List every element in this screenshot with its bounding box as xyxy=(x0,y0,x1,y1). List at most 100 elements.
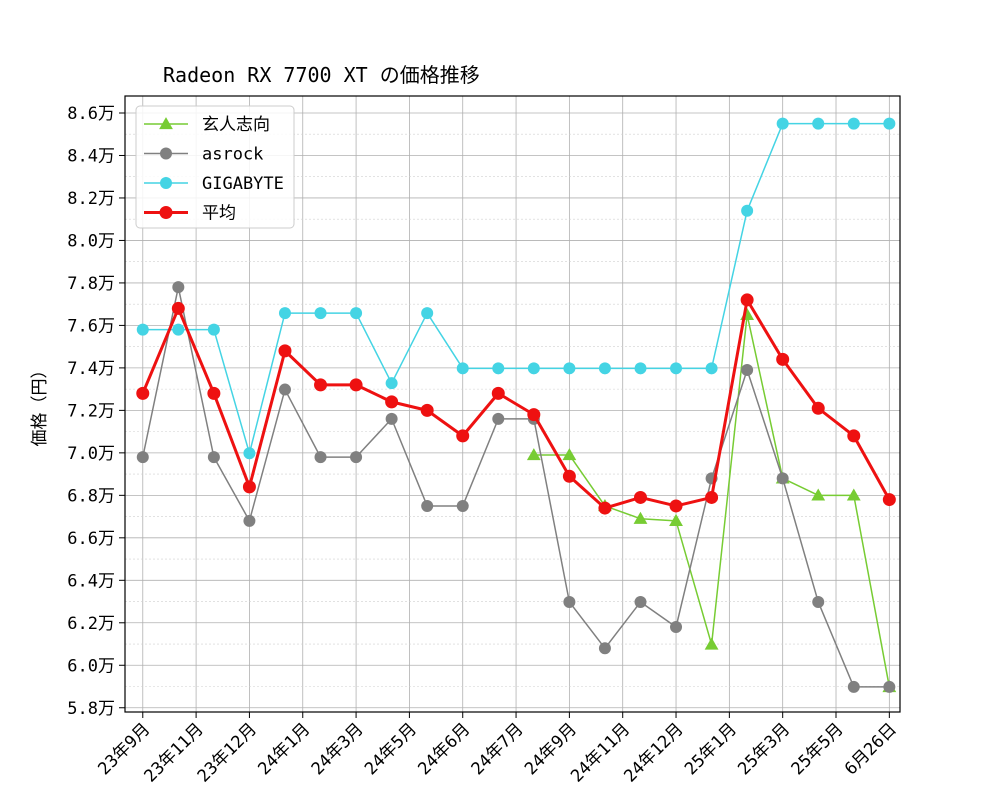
y-tick-label: 7.0万 xyxy=(67,444,115,464)
y-tick-label: 8.4万 xyxy=(67,146,115,166)
data-point xyxy=(811,488,826,501)
y-tick-label: 8.6万 xyxy=(67,104,115,124)
data-point xyxy=(278,383,291,396)
data-point xyxy=(420,403,434,417)
data-point xyxy=(421,307,434,320)
data-point xyxy=(527,362,540,375)
data-point xyxy=(812,117,825,130)
data-point xyxy=(563,362,576,375)
data-point xyxy=(634,595,647,608)
x-tick-label: 25年3月 xyxy=(734,719,794,779)
y-tick-label: 6.4万 xyxy=(67,571,115,591)
legend-label: 平均 xyxy=(202,204,236,224)
data-point xyxy=(705,490,719,504)
series-line xyxy=(142,286,890,688)
x-tick-label: 24年7月 xyxy=(468,719,528,779)
data-point xyxy=(136,323,149,336)
data-point xyxy=(669,499,683,513)
data-point xyxy=(314,451,327,464)
legend-label: asrock xyxy=(202,145,263,165)
data-point xyxy=(741,364,754,377)
data-point xyxy=(812,595,825,608)
data-point xyxy=(882,493,896,507)
data-point xyxy=(136,386,150,400)
data-point xyxy=(562,448,577,461)
y-tick-label: 8.0万 xyxy=(67,231,115,251)
data-point xyxy=(421,499,434,512)
data-point xyxy=(350,451,363,464)
data-point xyxy=(278,307,291,320)
data-point xyxy=(385,412,398,425)
y-tick-label: 6.0万 xyxy=(67,656,115,676)
x-tick-label: 24年5月 xyxy=(361,719,421,779)
data-series xyxy=(136,117,897,693)
x-tick-label: 6月26日 xyxy=(841,719,901,779)
legend-marker xyxy=(160,177,172,189)
data-point xyxy=(456,499,469,512)
data-point xyxy=(705,362,718,375)
x-tick-label: 25年1月 xyxy=(681,719,741,779)
data-point xyxy=(136,451,149,464)
data-point xyxy=(456,429,470,443)
data-point xyxy=(776,352,790,366)
data-point xyxy=(527,408,541,422)
data-point xyxy=(243,514,256,527)
data-point xyxy=(349,378,363,392)
data-point xyxy=(243,447,256,460)
data-point xyxy=(598,362,611,375)
y-axis-label: 価格（円） xyxy=(30,362,50,447)
data-point xyxy=(172,323,185,336)
series-line xyxy=(141,298,891,510)
y-tick-label: 7.6万 xyxy=(67,316,115,336)
series-line xyxy=(142,122,890,455)
data-point xyxy=(740,293,754,307)
data-point xyxy=(847,429,861,443)
x-tick-label: 25年5月 xyxy=(788,719,848,779)
series-group xyxy=(136,293,896,515)
data-point xyxy=(634,362,647,375)
data-point xyxy=(883,680,896,693)
data-point xyxy=(704,637,719,650)
data-point xyxy=(172,281,185,294)
legend-marker xyxy=(159,117,173,130)
data-point xyxy=(598,642,611,655)
x-tick-label: 24年3月 xyxy=(308,719,368,779)
legend-label: GIGABYTE xyxy=(202,174,284,194)
data-point xyxy=(385,395,399,409)
data-point xyxy=(563,595,576,608)
data-point xyxy=(207,451,220,464)
data-point xyxy=(847,117,860,130)
data-point xyxy=(492,362,505,375)
data-point xyxy=(314,307,327,320)
y-tick-label: 6.8万 xyxy=(67,486,115,506)
data-point xyxy=(562,469,576,483)
y-tick-label: 8.2万 xyxy=(67,189,115,209)
legend-marker xyxy=(159,206,173,219)
data-point xyxy=(491,386,505,400)
legend: 玄人志向 asrock GIGABYTE 平均 xyxy=(135,105,295,229)
chart-title: Radeon RX 7700 XT の価格推移 xyxy=(163,63,480,87)
data-point xyxy=(385,377,398,390)
x-tick-label: 24年12月 xyxy=(620,719,687,786)
data-point xyxy=(278,344,292,358)
data-point xyxy=(526,448,541,461)
series-group xyxy=(136,117,896,460)
data-point xyxy=(598,501,612,515)
data-point xyxy=(492,412,505,425)
y-tick-label: 6.6万 xyxy=(67,529,115,549)
x-tick-label: 23年12月 xyxy=(194,719,261,786)
data-point xyxy=(741,204,754,217)
y-tick-label: 7.2万 xyxy=(67,401,115,421)
x-tick-label: 24年6月 xyxy=(414,719,474,779)
data-point xyxy=(633,511,648,524)
y-tick-label: 7.8万 xyxy=(67,274,115,294)
legend-marker xyxy=(160,147,172,160)
data-point xyxy=(207,386,221,400)
y-tick-label: 5.8万 xyxy=(67,699,115,719)
data-point xyxy=(776,472,789,485)
y-tick-label: 7.4万 xyxy=(67,359,115,379)
data-point xyxy=(776,117,789,130)
data-point xyxy=(846,488,861,501)
data-point xyxy=(242,480,256,494)
